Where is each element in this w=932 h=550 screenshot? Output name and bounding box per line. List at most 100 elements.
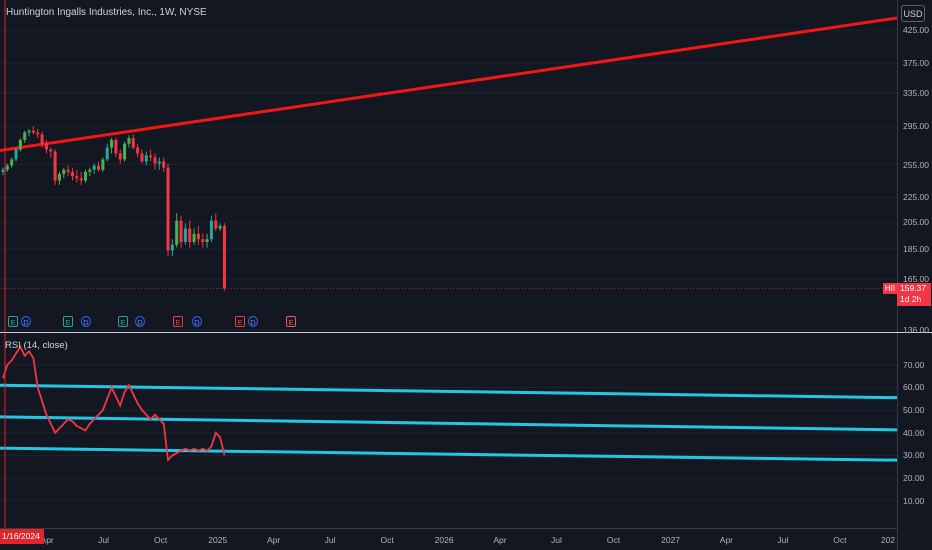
- candle-body: [83, 171, 88, 181]
- price-tick-label: 225.00: [903, 192, 929, 203]
- candle-body: [79, 178, 83, 181]
- dividend-event-icon[interactable]: D: [192, 316, 202, 327]
- candle-body: [192, 233, 196, 242]
- time-tick-label: 202: [880, 535, 896, 545]
- time-tick-label: Jul: [551, 535, 562, 545]
- bar-countdown: 1d 2h: [900, 294, 922, 304]
- dividend-event-icon[interactable]: D: [21, 316, 31, 327]
- rsi-line: [2, 344, 226, 462]
- earnings-event-icon[interactable]: E: [63, 316, 73, 327]
- last-price-tag: 159.37 1d 2h: [897, 283, 931, 306]
- rsi-tick-label: 10.00: [903, 495, 925, 506]
- price-tick-label: 185.00: [903, 244, 929, 254]
- candle-body: [196, 233, 200, 240]
- time-tick-label: 2026: [434, 535, 454, 545]
- candle-body: [205, 239, 209, 242]
- time-tick-label: Jul: [98, 535, 110, 545]
- candle-body: [57, 174, 61, 181]
- candle-body: [162, 161, 166, 168]
- candle-body: [23, 132, 27, 140]
- last-price-value: 159.37: [900, 283, 926, 293]
- price-tick-label: 425.00: [903, 25, 929, 36]
- price-trendline-layer: [0, 16, 898, 152]
- candle-body: [14, 149, 18, 160]
- earnings-event-icon[interactable]: E: [8, 316, 18, 327]
- rsi-channel-line: [0, 415, 898, 432]
- candle-body: [222, 225, 226, 289]
- rsi-tick-label: 30.00: [903, 450, 925, 461]
- candle-body: [118, 153, 122, 160]
- rsi-tick-label: 60.00: [903, 382, 925, 393]
- earnings-event-icon[interactable]: E: [118, 316, 128, 327]
- candle-body: [40, 134, 44, 144]
- currency-button[interactable]: USD: [901, 5, 925, 22]
- candle-body: [31, 130, 35, 133]
- price-tick-label: 335.00: [903, 87, 929, 98]
- candle-body: [70, 171, 74, 177]
- rsi-tick-label: 40.00: [903, 427, 925, 438]
- earnings-event-icon[interactable]: E: [173, 316, 183, 327]
- candle-body: [140, 153, 144, 162]
- candle-body: [10, 159, 14, 166]
- candle-body: [1, 169, 5, 172]
- candle-body: [27, 130, 31, 133]
- earnings-event-icon[interactable]: E: [286, 316, 296, 327]
- candle-body: [49, 149, 53, 152]
- time-tick-label: Apr: [266, 535, 281, 545]
- dividend-event-icon[interactable]: D: [81, 316, 91, 327]
- earnings-event-icon[interactable]: E: [235, 316, 245, 327]
- candle-body: [105, 147, 109, 160]
- rsi-tick-label: 20.00: [903, 473, 925, 484]
- candle-body: [5, 165, 9, 170]
- candle-body: [36, 132, 40, 135]
- candle-body: [88, 169, 92, 172]
- candle-body: [209, 220, 213, 240]
- time-tick-label: 2027: [661, 535, 681, 545]
- candle-body: [66, 169, 70, 172]
- candle-body: [153, 157, 157, 164]
- candle-body: [97, 165, 101, 170]
- dividend-event-icon[interactable]: D: [248, 316, 258, 327]
- candle-body: [218, 225, 222, 229]
- price-tick-label: 295.00: [903, 121, 929, 132]
- candle-body: [170, 244, 174, 251]
- dividend-event-icon[interactable]: D: [135, 316, 145, 327]
- price-tick-label: 375.00: [903, 58, 929, 69]
- candle-body: [123, 143, 127, 160]
- candle-body: [144, 155, 148, 162]
- candle-body: [214, 220, 218, 229]
- candle-body: [110, 139, 114, 148]
- candle-body: [62, 169, 66, 175]
- candle-body: [114, 139, 118, 154]
- candle-body: [53, 151, 57, 181]
- time-tick-label: Oct: [833, 535, 847, 545]
- rsi-channel-line: [0, 383, 898, 400]
- candle-body: [183, 228, 187, 242]
- time-tick-label: Oct: [606, 535, 621, 545]
- time-tick-label: Apr: [719, 535, 734, 545]
- rsi-tick-label: 70.00: [903, 359, 925, 370]
- chart-title: Huntington Ingalls Industries, Inc., 1W,…: [6, 7, 207, 18]
- candle-body: [136, 147, 140, 154]
- rsi-indicator-label[interactable]: RSI (14, close): [5, 340, 68, 351]
- price-tick-label: 255.00: [903, 159, 929, 170]
- candle-body: [127, 138, 131, 144]
- time-tick-label: Oct: [380, 535, 394, 545]
- candle-body: [75, 176, 79, 179]
- time-tick-label: Apr: [493, 535, 507, 545]
- time-tick-label: 2025: [208, 535, 228, 545]
- candle-body: [166, 167, 170, 251]
- candle-body: [149, 155, 153, 158]
- price-tick-label: 205.00: [903, 216, 929, 227]
- candle-body: [179, 220, 183, 242]
- candle-body: [201, 239, 205, 242]
- candle-body: [44, 143, 48, 150]
- time-tick-label: Apr: [40, 535, 54, 545]
- time-tick-label: Jul: [777, 535, 789, 545]
- rsi-channel-line: [0, 446, 898, 462]
- candle-body: [18, 139, 22, 150]
- price-tick-label: 136.00: [903, 325, 929, 335]
- candle-body: [188, 228, 192, 242]
